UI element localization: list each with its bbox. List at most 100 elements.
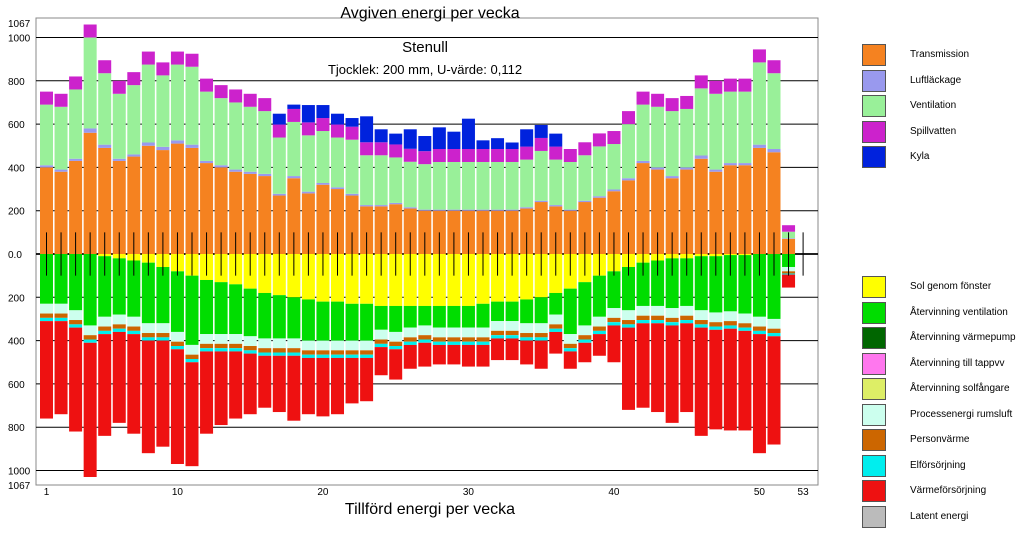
bar-segment [40, 254, 53, 304]
bar-segment [592, 326, 606, 331]
bar-segment [461, 305, 475, 328]
chart-title-bottom: Tillförd energi per vecka [344, 501, 516, 518]
bar-segment [374, 343, 388, 348]
bar-segment [389, 202, 403, 205]
bar-segment [549, 146, 563, 160]
bar-segment [156, 333, 170, 338]
plot-frame [35, 17, 819, 486]
bar-segment [229, 351, 243, 419]
bar-segment [622, 266, 635, 311]
bar-segment [287, 352, 301, 356]
legend-label: Transmission [910, 49, 970, 60]
bar-segment [403, 207, 417, 209]
bar-segment [432, 254, 446, 306]
bar-segment [418, 305, 432, 326]
bar-segment [680, 315, 694, 321]
bar-segment [200, 279, 214, 335]
bar-segment [592, 330, 606, 335]
bar-segment [461, 341, 475, 345]
bar-segment [607, 271, 621, 309]
bar-segment [374, 254, 388, 306]
bar-segment [694, 324, 708, 328]
bar-segment [491, 321, 505, 331]
bar-segment [709, 326, 723, 330]
bar-segment [476, 303, 490, 328]
bar-segment [520, 333, 534, 338]
legend-swatch [862, 276, 886, 298]
bar-segment [461, 254, 475, 306]
bar-segment [185, 344, 199, 355]
bar-segment [316, 131, 330, 183]
bar-segment [141, 333, 155, 338]
bar-segment [782, 274, 796, 288]
bar-segment [258, 111, 272, 174]
bar-segment [651, 305, 665, 316]
bar-segment [98, 330, 112, 335]
bar-segment [301, 354, 315, 358]
bar-segment [389, 204, 403, 254]
bar-segment [112, 258, 126, 315]
bar-segment [316, 118, 330, 132]
bar-segment [214, 165, 228, 168]
bar-segment [709, 171, 723, 254]
bar-segment [360, 206, 374, 254]
bar-segment [69, 310, 83, 321]
bar-segment [549, 331, 563, 354]
bar-segment [752, 254, 766, 317]
legend-swatch [862, 505, 886, 528]
bar-segment [665, 178, 679, 254]
y-tick-label: 800 [8, 423, 25, 434]
chart-name: Stenull [402, 39, 448, 56]
bar-segment [549, 328, 563, 332]
bar-segment [607, 322, 621, 326]
bar-segment [345, 354, 359, 358]
bar-segment [723, 311, 737, 322]
bar-segment [229, 334, 243, 344]
bar-segment [622, 111, 635, 125]
bar-segment [98, 256, 112, 317]
bar-segment [534, 200, 548, 203]
bar-segment [331, 124, 344, 138]
bar-segment [127, 85, 141, 155]
bar-segment [69, 320, 83, 325]
bar-segment [418, 164, 432, 210]
bar-segment [738, 330, 752, 431]
bar-segment [287, 176, 301, 179]
bar-segment [607, 131, 621, 145]
bar-segment [651, 260, 665, 306]
bar-segment [389, 144, 403, 158]
bar-segment [636, 163, 650, 254]
bar-segment [549, 292, 563, 315]
bar-segment [345, 193, 359, 196]
bar-segment [374, 129, 388, 143]
y-tick-label: 400 [8, 337, 25, 348]
bar-segment [200, 78, 214, 92]
bar-segment [622, 310, 635, 321]
bar-segment [200, 351, 214, 434]
bar-segment [331, 357, 344, 415]
bar-segment [301, 193, 315, 254]
legend-swatch [862, 95, 886, 117]
bar-segment [243, 171, 257, 174]
bar-segment [40, 167, 53, 254]
bar-segment [127, 334, 141, 434]
bar-segment [709, 322, 723, 327]
bar-segment [534, 340, 548, 369]
bar-segment [520, 146, 534, 160]
bar-segment [461, 344, 475, 367]
bar-segment [374, 206, 388, 254]
bar-segment [651, 315, 665, 321]
bar-segment [520, 323, 534, 334]
bar-segment [767, 318, 781, 329]
bar-segment [200, 343, 214, 349]
bar-segment [505, 254, 519, 302]
bar-segment [345, 350, 359, 355]
bar-segment [723, 165, 737, 254]
bar-segment [243, 350, 257, 354]
bar-segment [112, 331, 126, 423]
bar-segment [694, 327, 708, 436]
bar-segment [287, 355, 301, 421]
bar-segment [491, 138, 505, 149]
bar-segment [520, 340, 534, 365]
bar-segment [534, 202, 548, 254]
